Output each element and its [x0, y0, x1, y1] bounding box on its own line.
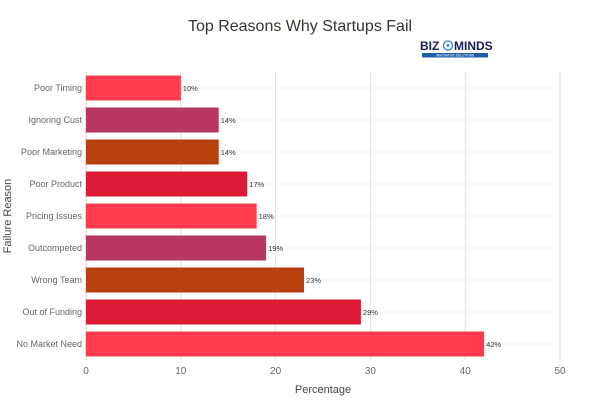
data-label: 17% — [249, 180, 264, 189]
data-label: 10% — [183, 84, 198, 93]
x-tick-label: 20 — [270, 366, 282, 377]
brand-logo: BIZ MINDS INNOVATIVE SOLUTIONS — [420, 39, 493, 58]
bar — [86, 203, 257, 229]
y-tick-label: Outcompeted — [28, 243, 82, 253]
y-tick-label: Poor Product — [29, 179, 82, 189]
y-tick-label: Poor Timing — [34, 83, 82, 93]
bar — [86, 139, 219, 165]
y-tick-label: Poor Marketing — [21, 147, 82, 157]
y-tick-label: Out of Funding — [22, 307, 82, 317]
y-tick-label: Pricing Issues — [26, 211, 83, 221]
x-tick-label: 50 — [554, 366, 566, 377]
x-tick-label: 40 — [460, 366, 472, 377]
labels: 0 10 20 30 40 50 No Market Need 42% Out of Fundi… — [16, 83, 566, 377]
bar — [86, 267, 305, 293]
bar — [86, 171, 248, 197]
data-label: 14% — [221, 148, 236, 157]
logo-tagline: INNOVATIVE SOLUTIONS — [436, 53, 474, 57]
logo-text-right: MINDS — [454, 39, 493, 53]
bar — [86, 107, 219, 133]
y-axis-label: Failure Reason — [2, 179, 14, 254]
data-label: 19% — [268, 244, 283, 253]
logo-tagline-bar — [422, 53, 488, 58]
x-tick-label: 10 — [175, 366, 187, 377]
bar — [86, 235, 267, 261]
data-label: 42% — [486, 340, 501, 349]
x-tick-label: 0 — [83, 366, 89, 377]
bar — [86, 299, 361, 325]
data-label: 14% — [221, 116, 236, 125]
bar — [86, 331, 485, 357]
y-tick-label: Wrong Team — [31, 275, 82, 285]
logo-text-left: BIZ — [420, 39, 439, 53]
data-label: 29% — [363, 308, 378, 317]
bars — [86, 75, 485, 357]
y-tick-label: Ignoring Cust — [28, 115, 82, 125]
chart-title: Top Reasons Why Startups Fail — [188, 18, 412, 35]
brain-icon — [442, 40, 454, 51]
x-tick-label: 30 — [365, 366, 377, 377]
data-label: 18% — [259, 212, 274, 221]
x-axis-label: Percentage — [295, 384, 351, 396]
data-label: 23% — [306, 276, 321, 285]
bar — [86, 75, 181, 101]
y-tick-label: No Market Need — [16, 339, 82, 349]
